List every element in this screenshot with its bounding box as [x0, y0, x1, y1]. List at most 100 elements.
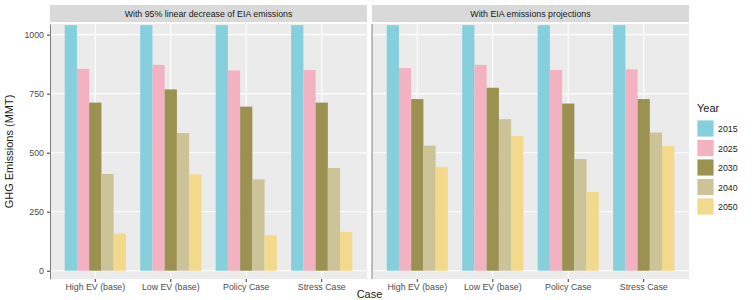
x-tick-label: Stress Case	[620, 282, 668, 292]
x-tick-label: High EV (base)	[65, 282, 125, 292]
x-tick-label: Policy Case	[223, 282, 270, 292]
legend-key	[698, 179, 714, 195]
bar	[411, 99, 423, 271]
bar	[436, 167, 448, 271]
x-axis: High EV (base) Low EV (base) Policy Case St…	[387, 279, 667, 292]
strip	[372, 5, 689, 22]
y-tick: 750	[29, 89, 50, 99]
panel-frame	[372, 24, 373, 279]
bar	[291, 25, 303, 271]
y-tick: 0	[39, 266, 50, 276]
x-tick: Low EV (base)	[142, 279, 200, 292]
bar	[650, 133, 662, 271]
legend-title: Year	[697, 102, 720, 114]
y-tick-label: 250	[29, 207, 44, 217]
y-axis-line	[50, 25, 51, 280]
strip-title: With 95% linear decrease of EIA emission…	[125, 9, 293, 19]
x-tick: Policy Case	[545, 279, 592, 292]
x-tick: Stress Case	[298, 279, 346, 292]
grid-line	[372, 34, 689, 35]
bar	[252, 179, 264, 270]
bar	[499, 119, 511, 271]
bar	[399, 68, 411, 271]
y-tick-mark	[47, 212, 50, 213]
plot-background	[50, 24, 367, 279]
y-tick-label: 750	[29, 89, 44, 99]
y-axis-title: GHG Emissions (MMT)	[3, 95, 15, 209]
legend: Year20152025203020402050	[697, 102, 738, 215]
bar	[550, 70, 562, 271]
x-axis-title: Case	[357, 288, 383, 300]
strip	[50, 5, 367, 22]
legend-key	[698, 160, 714, 176]
x-tick: Low EV (base)	[464, 279, 522, 292]
bar	[65, 25, 77, 271]
bar	[562, 104, 574, 271]
bar	[340, 232, 352, 271]
bar	[387, 25, 399, 271]
y-axis: 0 250 500 750 1000	[24, 25, 50, 280]
bar	[538, 25, 550, 271]
legend-key-background	[697, 140, 714, 157]
x-axis: High EV (base) Low EV (base) Policy Case St…	[65, 279, 345, 292]
grid-line	[50, 93, 367, 94]
bar	[89, 103, 101, 271]
strip-title: With EIA emissions projections	[470, 9, 591, 19]
bar	[316, 103, 328, 271]
x-tick: High EV (base)	[387, 279, 447, 292]
panel: With EIA emissions projections High EV (b…	[372, 5, 689, 292]
legend-key-background	[697, 159, 714, 176]
plot-background	[372, 24, 689, 279]
bar	[511, 136, 523, 271]
legend-label: 2050	[718, 202, 738, 212]
bar	[152, 65, 164, 271]
y-tick-mark	[47, 94, 50, 95]
y-tick: 1000	[24, 30, 50, 40]
bars	[65, 25, 353, 271]
legend-key-background	[697, 120, 714, 137]
bar	[303, 70, 315, 271]
bar	[613, 25, 625, 271]
x-tick-label: Low EV (base)	[464, 282, 522, 292]
x-tick-label: High EV (base)	[387, 282, 447, 292]
bar	[423, 146, 435, 271]
bars	[387, 25, 675, 271]
y-tick: 250	[29, 207, 50, 217]
x-tick-label: Policy Case	[545, 282, 592, 292]
x-tick: High EV (base)	[65, 279, 125, 292]
x-tick: Policy Case	[223, 279, 270, 292]
legend-key	[698, 199, 714, 215]
grid-line	[372, 93, 689, 94]
bar	[114, 233, 126, 270]
bar	[474, 65, 486, 271]
legend-label: 2030	[718, 163, 738, 173]
legend-key-background	[697, 179, 714, 196]
y-tick-mark	[47, 271, 50, 272]
bar	[177, 133, 189, 271]
bar	[140, 25, 152, 271]
bar	[77, 69, 89, 271]
legend-key	[698, 121, 714, 137]
y-tick: 500	[29, 148, 50, 158]
bar	[101, 174, 113, 271]
bar	[638, 99, 650, 271]
bar	[587, 192, 599, 271]
bar	[189, 174, 201, 270]
bar	[662, 146, 674, 271]
bar	[462, 25, 474, 271]
grid-line	[50, 34, 367, 35]
x-tick: Stress Case	[620, 279, 668, 292]
y-tick-mark	[47, 153, 50, 154]
bar	[487, 88, 499, 271]
bar	[574, 159, 586, 271]
y-tick-label: 500	[29, 148, 44, 158]
panel: With 95% linear decrease of EIA emission…	[24, 5, 367, 292]
y-tick-label: 1000	[24, 30, 44, 40]
bar	[216, 25, 228, 271]
x-tick-label: Stress Case	[298, 282, 346, 292]
chart: With 95% linear decrease of EIA emission…	[0, 0, 754, 300]
bar	[228, 71, 240, 271]
bar	[165, 89, 177, 270]
legend-label: 2015	[718, 124, 738, 134]
y-tick-label: 0	[39, 266, 44, 276]
